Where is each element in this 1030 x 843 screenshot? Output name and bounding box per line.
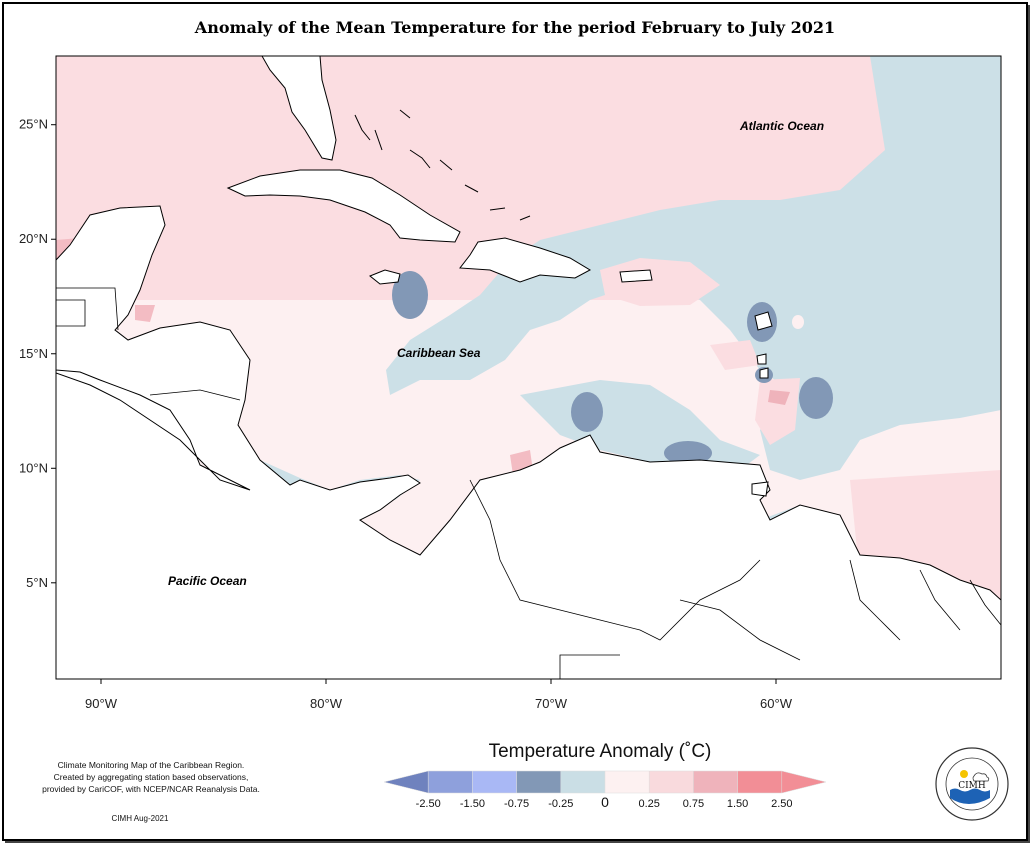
jamaica — [369, 269, 401, 285]
legend-swatch-3 — [516, 770, 562, 794]
latitude-axis: 25°N 20°N 15°N 10°N 5°N — [19, 117, 56, 590]
legend-title: Temperature Anomaly (˚C) — [488, 741, 712, 762]
cold-spot-jamaica-south — [392, 271, 428, 319]
lat-tick-label-2: 15°N — [19, 346, 48, 361]
credits-text: Climate Monitoring Map of the Caribbean … — [20, 759, 282, 795]
lon-tick-label-1: 80°W — [310, 696, 343, 711]
border-mexico-guatemala — [56, 287, 119, 331]
lat-tick-label-1: 20°N — [19, 231, 48, 246]
warm-anomaly-puerto-rico — [600, 258, 720, 306]
border-guyana-suriname — [849, 559, 901, 641]
turks-caicos — [489, 207, 506, 211]
puerto-rico — [619, 269, 653, 283]
borders — [56, 287, 1001, 679]
bahamas-island-4 — [409, 149, 431, 169]
credits-line-1: Climate Monitoring Map of the Caribbean … — [57, 760, 245, 770]
cold-spot-curacao — [571, 392, 603, 432]
credits-line-3: provided by CariCOF, with NCEP/NCAR Rean… — [42, 784, 260, 794]
legend-tick-label-0: -2.50 — [416, 798, 441, 810]
legend-tick-label-8: 2.50 — [771, 798, 792, 810]
legend-tick-label-3: -0.25 — [548, 798, 573, 810]
bahamas-island-3 — [399, 109, 411, 119]
lat-tick-label-3: 10°N — [19, 460, 48, 475]
legend-swatch-9 — [781, 770, 827, 794]
legend-swatch-8 — [737, 770, 783, 794]
bahamas-island-1 — [354, 114, 371, 141]
cold-spot-margarita — [664, 441, 712, 465]
neutral-spot-dominica — [792, 315, 804, 329]
border-guatemala-west — [56, 299, 86, 327]
florida-peninsula — [261, 56, 337, 161]
hispaniola — [459, 237, 592, 283]
border-venezuela-brazil — [679, 599, 801, 661]
lat-tick-label-4: 5°N — [26, 575, 48, 590]
legend-swatch-6 — [648, 770, 694, 794]
credits-date: CIMH Aug-2021 — [111, 814, 169, 823]
warm-anomaly-leeward — [710, 340, 760, 370]
legend-swatch-4 — [560, 770, 606, 794]
guadeloupe — [754, 311, 773, 331]
cimh-logo-icon: CIMH — [935, 747, 1009, 821]
cold-spot-east-barbados — [799, 377, 833, 419]
legend-swatch-5 — [604, 770, 650, 794]
legend-swatch-2 — [472, 770, 517, 794]
pacific-ocean-label: Pacific Ocean — [168, 574, 247, 588]
bahamas-island-5 — [439, 159, 453, 171]
lon-tick-label-2: 70°W — [535, 696, 568, 711]
bahamas-island-2 — [374, 129, 383, 151]
legend-tick-label-4: 0 — [601, 794, 609, 810]
map-title: Anomaly of the Mean Temperature for the … — [194, 18, 836, 37]
legend-colorbar: -2.50 -1.50 -0.75 -0.25 0 0.25 0.75 1.50 2.50 — [383, 770, 827, 810]
legend-tick-label-2: -0.75 — [504, 798, 529, 810]
border-suriname-french-guiana — [919, 569, 961, 631]
caribbean-sea-label: Caribbean Sea — [397, 346, 481, 360]
lon-tick-label-0: 90°W — [85, 696, 118, 711]
credits-line-2: Created by aggregating station based obs… — [53, 772, 249, 782]
island-7 — [519, 215, 531, 221]
bahamas — [354, 109, 531, 221]
mainland-central-south-america — [56, 205, 1001, 679]
lon-tick-label-3: 60°W — [760, 696, 793, 711]
border-colombia-brazil — [559, 654, 620, 679]
legend-swatch-0 — [383, 770, 429, 794]
warm-anomaly-belize — [135, 305, 155, 322]
longitude-axis: 90°W 80°W 70°W 60°W — [85, 679, 793, 711]
legend-tick-label-6: 0.75 — [683, 798, 704, 810]
cuba — [226, 169, 461, 243]
bahamas-island-6 — [464, 184, 479, 193]
legend-tick-label-1: -1.50 — [460, 798, 485, 810]
trinidad — [751, 481, 769, 497]
legend-tick-label-7: 1.50 — [727, 798, 748, 810]
warm-anomaly-barbados — [768, 390, 790, 405]
logo-text: CIMH — [958, 781, 986, 791]
border-honduras-nicaragua — [149, 389, 241, 401]
legend-swatch-7 — [693, 770, 738, 794]
legend-swatch-1 — [427, 770, 473, 794]
landmasses — [56, 56, 1001, 679]
lat-tick-label-0: 25°N — [19, 117, 48, 132]
st-lucia — [759, 367, 769, 379]
martinique — [756, 353, 767, 365]
border-french-guiana-brazil — [969, 579, 1001, 626]
legend-tick-label-5: 0.25 — [638, 798, 659, 810]
map-border — [55, 55, 1002, 680]
border-venezuela-colombia-brazil — [469, 479, 761, 641]
atlantic-ocean-label: Atlantic Ocean — [739, 119, 824, 133]
